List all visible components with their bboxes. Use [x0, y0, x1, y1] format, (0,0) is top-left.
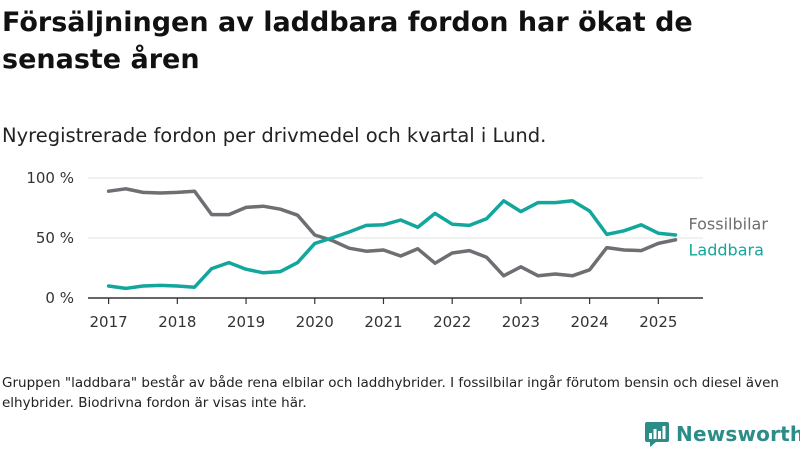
x-tick-label: 2022 [433, 313, 471, 331]
series-line-laddbara [106, 199, 678, 291]
brand-logo: Newsworthy [644, 419, 800, 449]
page-title: Försäljningen av laddbara fordon har öka… [2, 7, 693, 75]
series-labels: Fossilbilar Laddbara [689, 214, 769, 259]
x-tick-label: 2019 [227, 313, 265, 331]
y-tick-label: 50 % [36, 229, 74, 247]
x-tick-label: 2017 [90, 313, 128, 331]
x-tick-label: 2021 [364, 313, 402, 331]
series-line-fossilbilar [106, 187, 678, 278]
x-tick-label: 2020 [296, 313, 334, 331]
line-chart: 2017 2018 2019 2020 2021 2022 2023 2024 2025 0 %… [26, 169, 769, 331]
x-tick-label: 2024 [571, 313, 609, 331]
x-tick-label: 2025 [639, 313, 677, 331]
chart-subtitle: Nyregistrerade fordon per drivmedel och … [2, 124, 547, 147]
newsworthy-logo-icon [645, 422, 669, 447]
brand-name: Newsworthy [676, 422, 800, 446]
y-tick-label: 100 % [26, 169, 74, 187]
gridlines [88, 177, 703, 299]
series-label-fossilbilar: Fossilbilar [689, 214, 769, 233]
y-axis-labels: 0 % 50 % 100 % [26, 169, 74, 307]
series-lines [106, 187, 678, 291]
y-tick-label: 0 % [45, 289, 74, 307]
series-label-laddbara: Laddbara [689, 240, 764, 259]
x-tick-label: 2018 [158, 313, 196, 331]
footnote: Gruppen "laddbara" består av både rena e… [2, 375, 779, 411]
x-tick-label: 2023 [502, 313, 540, 331]
x-axis: 2017 2018 2019 2020 2021 2022 2023 2024 2025 [90, 298, 677, 331]
